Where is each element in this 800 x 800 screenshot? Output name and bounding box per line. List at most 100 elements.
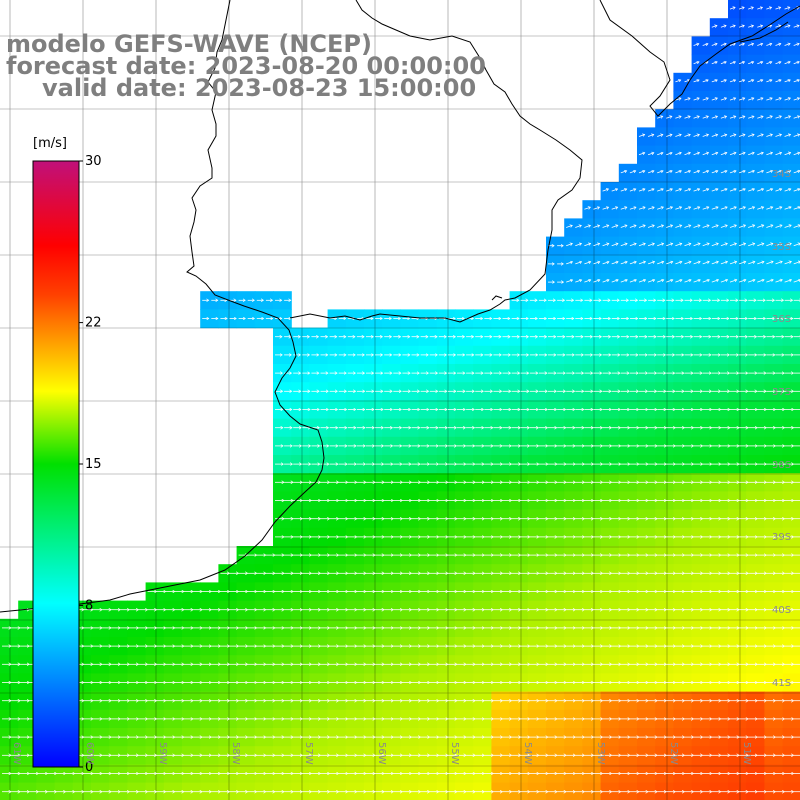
field-cell bbox=[728, 145, 747, 165]
longitude-label: 51W bbox=[741, 742, 752, 765]
field-cell bbox=[709, 145, 729, 165]
field-cell bbox=[218, 309, 238, 329]
field-cell bbox=[728, 54, 747, 74]
field-cell bbox=[782, 145, 800, 165]
field-cell bbox=[673, 273, 693, 292]
field-cell bbox=[782, 182, 800, 201]
field-cell bbox=[728, 18, 747, 37]
field-cell bbox=[764, 72, 784, 92]
field-cell bbox=[655, 163, 674, 183]
field-cell bbox=[236, 309, 256, 329]
field-cell bbox=[746, 236, 765, 256]
field-cell bbox=[746, 72, 765, 92]
field-cell bbox=[655, 236, 674, 256]
latitude-label: 40S bbox=[772, 605, 791, 616]
field-cell bbox=[655, 145, 674, 165]
longitude-label: 58W bbox=[230, 742, 241, 765]
field-cell bbox=[673, 236, 693, 256]
field-cell bbox=[673, 145, 693, 165]
field-cell bbox=[782, 236, 800, 256]
field-cell bbox=[746, 254, 765, 274]
field-cell bbox=[600, 273, 620, 292]
field-cell bbox=[691, 163, 711, 183]
field-cell bbox=[655, 200, 674, 219]
field-cell bbox=[691, 54, 711, 74]
field-cell bbox=[546, 273, 565, 292]
field-cell bbox=[782, 18, 800, 37]
field-cell bbox=[655, 127, 674, 147]
field-cell bbox=[691, 236, 711, 256]
field-cell bbox=[746, 218, 765, 238]
field-cell bbox=[728, 0, 747, 19]
field-cell bbox=[782, 127, 800, 147]
field-cell bbox=[600, 182, 620, 201]
field-cell bbox=[655, 109, 674, 128]
field-cell bbox=[764, 182, 784, 201]
field-cell bbox=[582, 254, 602, 274]
field-cell bbox=[618, 182, 638, 201]
colorbar-gradient bbox=[32, 160, 80, 768]
field-cell bbox=[546, 236, 565, 256]
field-cell bbox=[728, 218, 747, 238]
field-cell bbox=[728, 200, 747, 219]
field-cell bbox=[564, 254, 583, 274]
field-cell bbox=[655, 254, 674, 274]
latitude-label: 36S bbox=[772, 314, 791, 325]
field-cell bbox=[764, 0, 784, 19]
longitude-label: 61W bbox=[11, 742, 22, 765]
field-cell bbox=[746, 109, 765, 128]
title-valid-date: valid date: 2023-08-23 15:00:00 bbox=[42, 74, 476, 102]
field-cell bbox=[618, 200, 638, 219]
field-cell bbox=[782, 200, 800, 219]
field-cell bbox=[655, 182, 674, 201]
field-cell bbox=[746, 127, 765, 147]
field-cell bbox=[691, 109, 711, 128]
field-cell bbox=[746, 0, 765, 19]
field-cell bbox=[637, 163, 656, 183]
field-cell bbox=[637, 200, 656, 219]
field-cell bbox=[618, 218, 638, 238]
field-cell bbox=[691, 254, 711, 274]
field-cell bbox=[709, 236, 729, 256]
field-cell bbox=[709, 218, 729, 238]
field-cell bbox=[709, 127, 729, 147]
field-cell bbox=[782, 54, 800, 74]
field-cell bbox=[764, 54, 784, 74]
longitude-label: 57W bbox=[303, 742, 314, 765]
field-cell bbox=[582, 218, 602, 238]
field-cell bbox=[728, 254, 747, 274]
field-cell bbox=[782, 0, 800, 19]
field-cell bbox=[746, 200, 765, 219]
field-cell bbox=[728, 273, 747, 292]
field-cell bbox=[764, 109, 784, 128]
field-cell bbox=[637, 218, 656, 238]
colorbar-tick-label: 22 bbox=[85, 316, 102, 331]
colorbar-tick-label: 8 bbox=[85, 598, 93, 613]
field-cell bbox=[728, 236, 747, 256]
latitude-label: 37S bbox=[772, 387, 791, 398]
title-block: modelo GEFS-WAVE (NCEP) forecast date: 2… bbox=[6, 30, 486, 102]
field-cell bbox=[782, 109, 800, 128]
coastline-inlet bbox=[491, 295, 503, 301]
field-cell bbox=[709, 109, 729, 128]
field-cell bbox=[273, 291, 292, 310]
field-cell bbox=[709, 182, 729, 201]
field-cell bbox=[618, 236, 638, 256]
colorbar-tick-label: 15 bbox=[85, 457, 102, 472]
field-cell bbox=[782, 218, 800, 238]
field-cell bbox=[782, 163, 800, 183]
field-cell bbox=[691, 127, 711, 147]
longitude-label: 53W bbox=[595, 742, 606, 765]
latitude-label: 34S bbox=[772, 169, 791, 180]
field-cell bbox=[709, 254, 729, 274]
field-cell bbox=[728, 127, 747, 147]
field-cell bbox=[600, 200, 620, 219]
field-cell bbox=[618, 254, 638, 274]
field-cell bbox=[764, 218, 784, 238]
field-cell bbox=[691, 72, 711, 92]
field-cell bbox=[691, 200, 711, 219]
field-cell bbox=[709, 200, 729, 219]
field-cell bbox=[200, 291, 219, 310]
field-cell bbox=[728, 163, 747, 183]
